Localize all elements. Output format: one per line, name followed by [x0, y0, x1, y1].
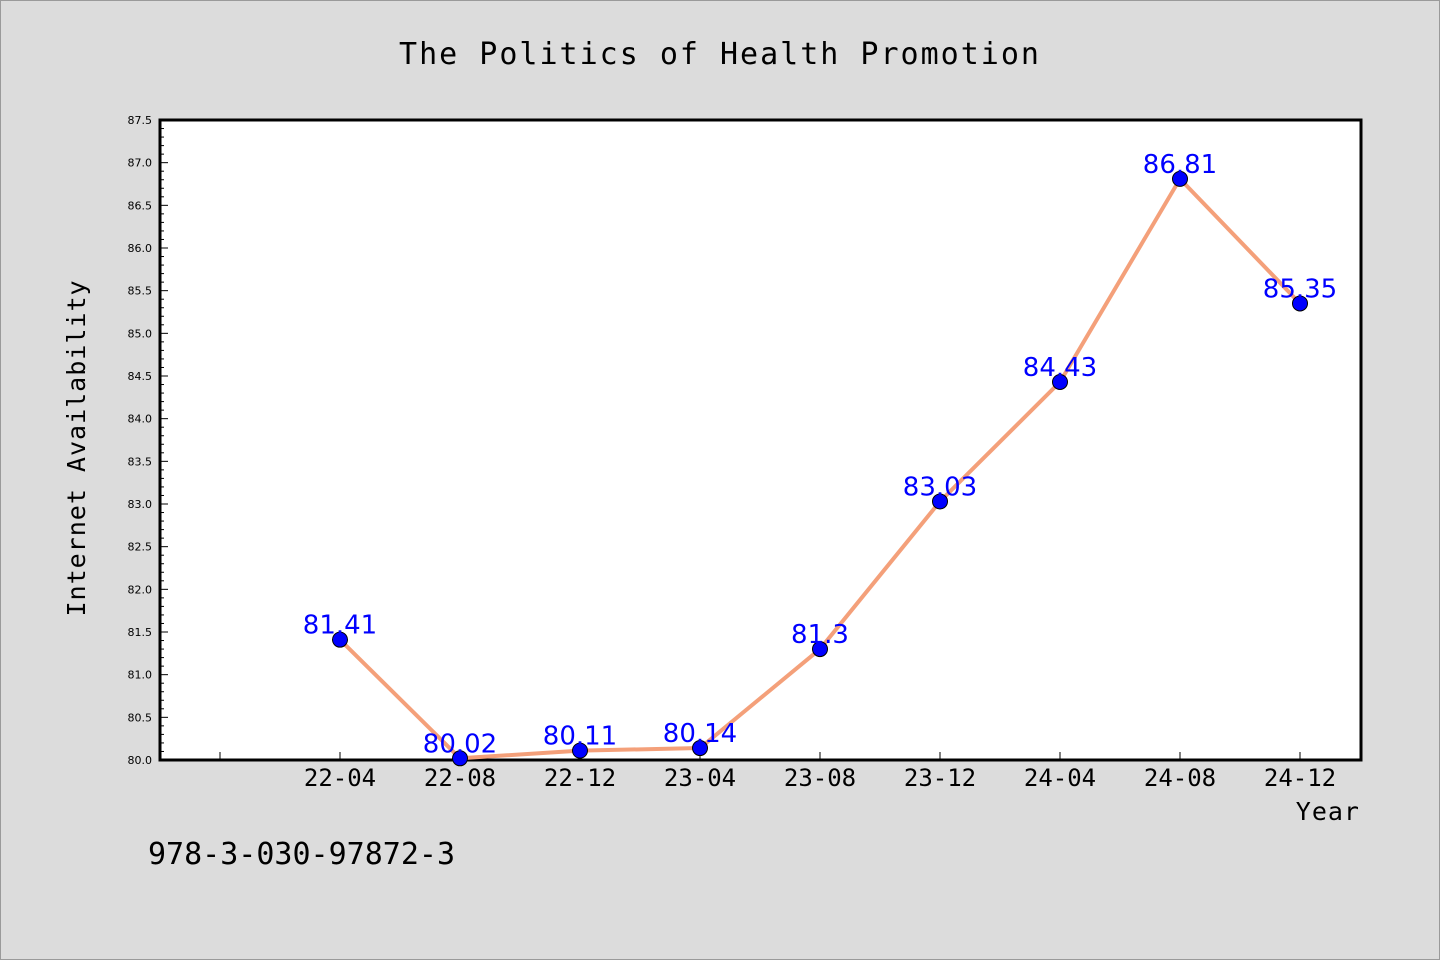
y-tick-label: 80.0	[128, 754, 153, 767]
y-tick-label: 85.5	[128, 285, 153, 298]
y-tick-label: 86.0	[128, 242, 153, 255]
x-tick-label: 24-04	[1024, 764, 1096, 792]
data-point	[692, 740, 708, 757]
data-label: 85.35	[1263, 274, 1337, 304]
data-label: 86.81	[1143, 150, 1217, 180]
y-tick-label: 80.5	[128, 711, 153, 724]
y-axis-title: Internet Availability	[62, 279, 91, 616]
x-tick-label: 22-08	[424, 764, 496, 792]
y-tick-label: 86.5	[128, 199, 153, 212]
x-tick-label: 22-04	[304, 764, 376, 792]
data-point	[332, 631, 348, 648]
x-tick-label: 23-08	[784, 764, 856, 792]
y-tick-label: 82.5	[128, 541, 153, 554]
y-tick-label: 81.0	[128, 669, 153, 682]
data-point	[452, 750, 468, 767]
data-point	[1172, 170, 1188, 187]
isbn-footer: 978-3-030-97872-3	[148, 837, 455, 872]
x-axis: 22-04 22-08 22-12 23-04 23-08 23-12 24-04 24-08…	[219, 752, 1336, 792]
y-tick-label: 81.5	[128, 626, 153, 639]
series-markers	[332, 170, 1308, 767]
y-tick-label: 83.5	[128, 455, 153, 468]
y-tick-label: 84.5	[128, 370, 153, 383]
y-tick-label: 87.5	[128, 114, 153, 127]
y-tick-label: 82.0	[128, 583, 153, 596]
y-tick-label: 84.0	[128, 413, 153, 426]
data-label: 80.14	[663, 719, 737, 749]
data-label: 81.3	[791, 620, 849, 650]
data-labels: 81.41 80.02 80.11 80.14 81.3 83.03 84.43 86.81 8…	[303, 150, 1337, 759]
data-point	[1292, 295, 1308, 312]
chart-title: The Politics of Health Promotion	[399, 37, 1041, 72]
data-label: 80.02	[423, 729, 497, 759]
data-label: 80.11	[543, 722, 617, 752]
y-tick-label: 83.0	[128, 498, 153, 511]
y-axis: 80.0 80.5 81.0 81.5 82.0 82.5 83.0 83.5 84.0 84.5…	[128, 114, 168, 767]
y-tick-label: 85.0	[128, 327, 153, 340]
data-label: 83.03	[903, 472, 977, 502]
data-label: 84.43	[1023, 353, 1097, 383]
data-label: 81.41	[303, 611, 377, 641]
x-tick-label: 24-08	[1144, 764, 1216, 792]
x-tick-label: 22-12	[544, 764, 616, 792]
data-point	[812, 641, 828, 658]
x-axis-title: Year	[1296, 797, 1360, 826]
x-tick-label: 23-12	[904, 764, 976, 792]
data-point	[932, 493, 948, 510]
data-point	[572, 742, 588, 759]
data-point	[1052, 373, 1068, 390]
y-tick-label: 87.0	[128, 157, 153, 170]
x-tick-label: 23-04	[664, 764, 736, 792]
plot-area	[158, 118, 1363, 762]
x-tick-label: 24-12	[1264, 764, 1336, 792]
